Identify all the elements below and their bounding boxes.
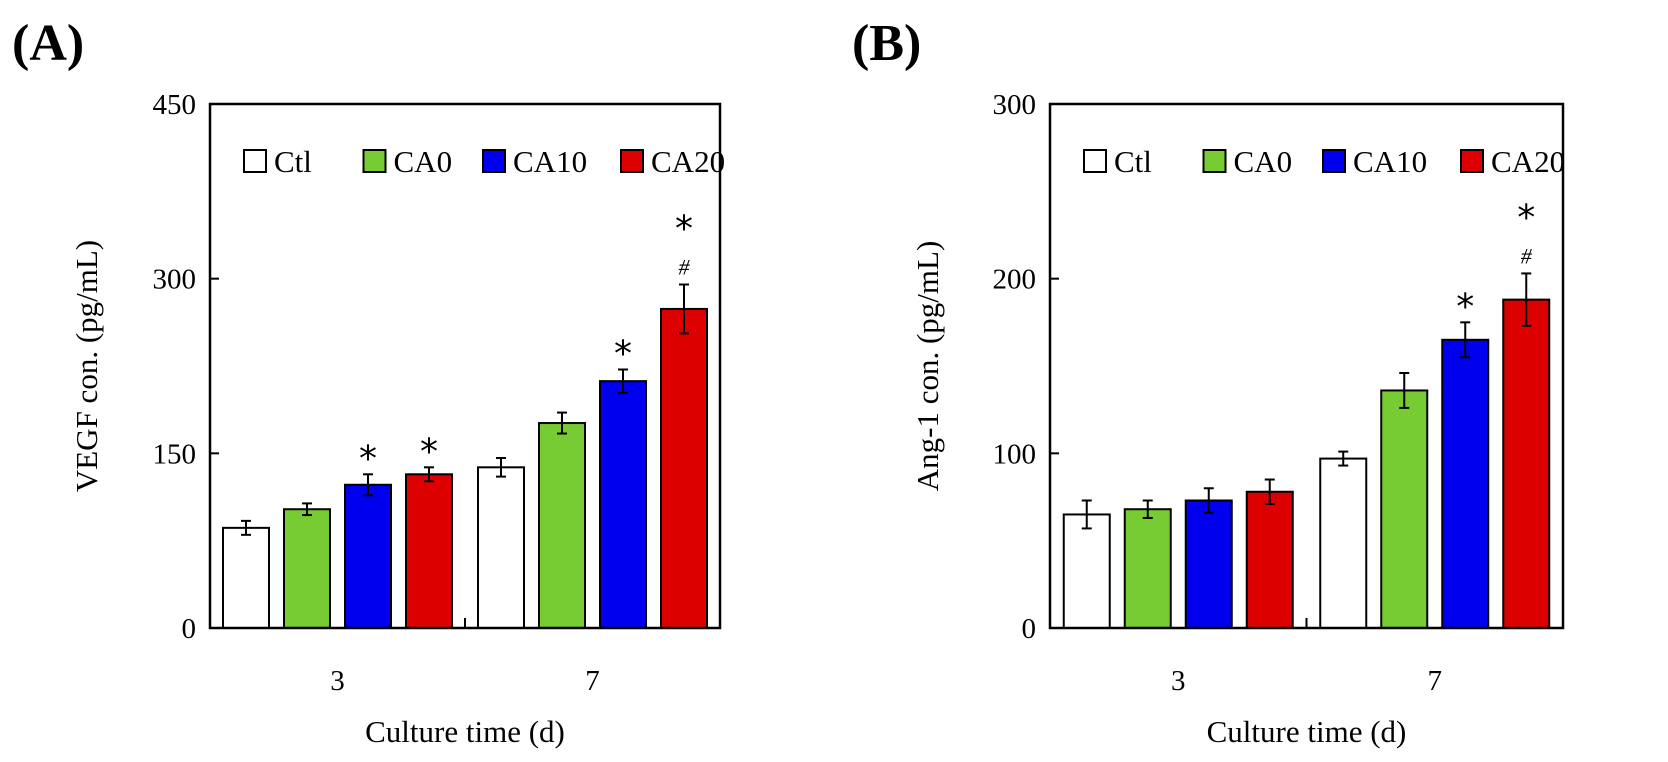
y-tick-label: 0 [182,613,197,645]
bar-ca0-day7 [1380,389,1429,629]
bar-ctl-day7 [477,466,525,629]
error-bar [363,473,373,497]
significance-star: * [614,333,632,374]
significance-star: * [1517,197,1535,238]
error-bar [1081,499,1092,530]
error-bar [424,466,434,483]
bar-ca20-day3 [1245,490,1294,630]
bar-ca0-day7 [538,422,586,629]
error-bar [1264,478,1275,505]
error-bar [496,456,506,478]
legend-swatch-ca20 [620,149,644,173]
y-tick-label: 300 [153,264,197,296]
x-tick-label: 7 [585,665,600,697]
y-axis-title: VEGF con. (pg/mL) [69,240,104,492]
plot-frame [1048,102,1565,630]
error-bar [1142,499,1153,519]
error-bar [1460,321,1471,359]
legend: Ctl CA0 CA10 CA20 [243,144,725,179]
error-bar [1203,487,1214,514]
panel-label: (A) [12,15,84,72]
legend-label: CA20 [651,144,725,179]
x-axis-title: Culture time (d) [1207,714,1407,749]
error-bar [679,283,689,335]
legend: Ctl CA0 CA10 CA20 [1083,144,1565,179]
legend-label: CA20 [1491,144,1565,179]
y-tick-label: 0 [1022,613,1037,645]
bar-ctl-day3 [222,526,270,630]
error-bar [302,502,312,517]
legend-swatch-ca10 [482,149,506,173]
bar-ca10-day3 [344,483,392,630]
bar-ca0-day3 [283,508,331,629]
legend-label: Ctl [1114,144,1152,179]
significance-mark: * # [675,208,693,279]
legend-swatch-ctl [243,149,267,173]
legend-label: Ctl [274,144,312,179]
y-tick-label: 200 [993,264,1037,296]
bar-ca20-day7 [660,307,708,629]
bar-ca10-day7 [599,380,647,630]
y-tick-label: 100 [993,438,1037,470]
bar-ca20-day3 [405,473,453,629]
legend-swatch-ca20 [1460,149,1484,173]
legend-label: CA10 [513,144,587,179]
error-bar [1338,450,1349,467]
error-bar [618,368,628,394]
error-bar [1399,371,1410,409]
significance-star: * [1456,286,1474,327]
plot-frame [208,102,722,630]
significance-hash: # [679,254,691,279]
x-tick-label: 3 [330,665,345,697]
bar-ca10-day3 [1184,499,1233,630]
significance-star: * [359,438,377,479]
x-axis-title: Culture time (d) [365,714,565,749]
legend-label: CA0 [1234,144,1293,179]
y-tick-label: 150 [153,438,197,470]
significance-star: * [675,208,693,249]
legend-swatch-ctl [1083,149,1107,173]
legend-label: CA10 [1353,144,1427,179]
bar-ca0-day3 [1123,508,1172,629]
significance-hash: # [1521,243,1533,268]
chart-panel-1: (B) 0 100 200 300 Ang-1 con. (pg/mL) Culture t… [852,15,1565,749]
error-bar [241,519,251,536]
error-bar [557,411,567,435]
y-tick-label: 300 [993,89,1037,121]
legend-swatch-ca10 [1322,149,1346,173]
significance-mark: * # [1517,197,1535,268]
y-axis-title: Ang-1 con. (pg/mL) [910,241,945,492]
panel-label: (B) [852,15,921,72]
y-tick-label: 450 [153,89,197,121]
legend-swatch-ca0 [1202,149,1227,173]
bar-ctl-day7 [1319,457,1368,629]
bar-ctl-day3 [1062,513,1111,630]
significance-star: * [420,431,438,472]
chart-panel-0: (A) 0 150 300 450 VEGF con. (pg/mL) Culture ti… [12,15,725,749]
bar-ca20-day7 [1502,298,1551,629]
x-tick-label: 7 [1428,665,1443,697]
bar-ca10-day7 [1441,338,1490,629]
legend-label: CA0 [394,144,453,179]
x-tick-label: 3 [1171,665,1186,697]
error-bar [1521,272,1532,327]
legend-swatch-ca0 [362,149,387,173]
